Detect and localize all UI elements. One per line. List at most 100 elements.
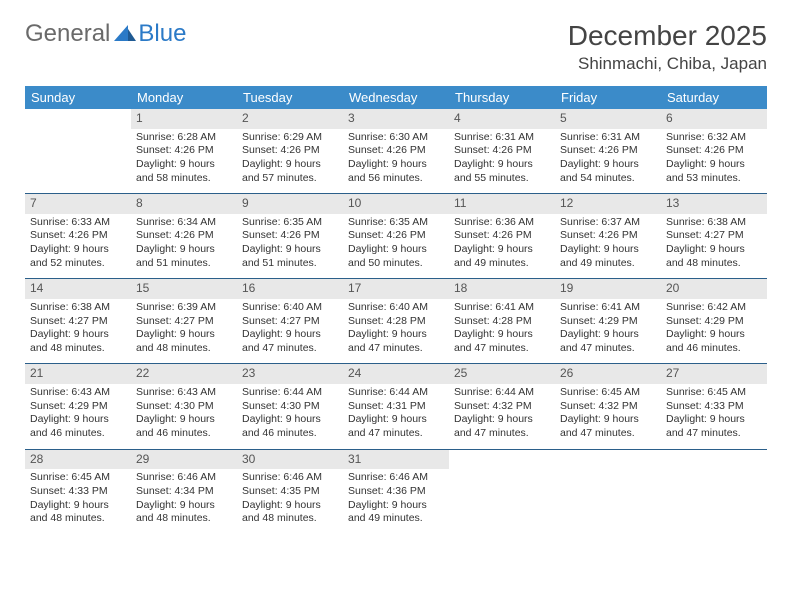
daylight-line: Daylight: 9 hours and 46 minutes.: [30, 413, 126, 440]
logo-text-blue: Blue: [138, 20, 186, 48]
logo: General Blue: [25, 20, 186, 48]
daylight-line: Daylight: 9 hours and 48 minutes.: [30, 328, 126, 355]
sunset-line: Sunset: 4:26 PM: [454, 144, 550, 158]
sunset-line: Sunset: 4:26 PM: [136, 144, 232, 158]
calendar-table: SundayMondayTuesdayWednesdayThursdayFrid…: [25, 86, 767, 534]
calendar-day-cell: [25, 109, 131, 194]
calendar-day-cell: 2Sunrise: 6:29 AMSunset: 4:26 PMDaylight…: [237, 109, 343, 194]
calendar-day-cell: 30Sunrise: 6:46 AMSunset: 4:35 PMDayligh…: [237, 449, 343, 534]
daylight-line: Daylight: 9 hours and 48 minutes.: [136, 328, 232, 355]
calendar-day-cell: 4Sunrise: 6:31 AMSunset: 4:26 PMDaylight…: [449, 109, 555, 194]
sunrise-line: Sunrise: 6:46 AM: [136, 471, 232, 485]
day-content: Sunrise: 6:29 AMSunset: 4:26 PMDaylight:…: [237, 129, 343, 194]
daylight-line: Daylight: 9 hours and 47 minutes.: [348, 413, 444, 440]
sunset-line: Sunset: 4:29 PM: [30, 400, 126, 414]
day-content: Sunrise: 6:36 AMSunset: 4:26 PMDaylight:…: [449, 214, 555, 279]
sunrise-line: Sunrise: 6:42 AM: [666, 301, 762, 315]
day-content: Sunrise: 6:44 AMSunset: 4:30 PMDaylight:…: [237, 384, 343, 449]
sunset-line: Sunset: 4:33 PM: [666, 400, 762, 414]
title-block: December 2025 Shinmachi, Chiba, Japan: [568, 20, 767, 74]
sunset-line: Sunset: 4:27 PM: [136, 315, 232, 329]
sunrise-line: Sunrise: 6:38 AM: [30, 301, 126, 315]
sunrise-line: Sunrise: 6:31 AM: [560, 131, 656, 145]
sunrise-line: Sunrise: 6:30 AM: [348, 131, 444, 145]
daylight-line: Daylight: 9 hours and 48 minutes.: [30, 499, 126, 526]
daylight-line: Daylight: 9 hours and 53 minutes.: [666, 158, 762, 185]
sunrise-line: Sunrise: 6:32 AM: [666, 131, 762, 145]
sunset-line: Sunset: 4:26 PM: [560, 229, 656, 243]
sunset-line: Sunset: 4:35 PM: [242, 485, 338, 499]
day-number: 26: [555, 364, 661, 384]
day-content: Sunrise: 6:33 AMSunset: 4:26 PMDaylight:…: [25, 214, 131, 279]
sunset-line: Sunset: 4:36 PM: [348, 485, 444, 499]
page-header: General Blue December 2025 Shinmachi, Ch…: [25, 20, 767, 74]
calendar-day-cell: [661, 449, 767, 534]
day-number: 28: [25, 450, 131, 470]
sunrise-line: Sunrise: 6:35 AM: [242, 216, 338, 230]
day-content: Sunrise: 6:38 AMSunset: 4:27 PMDaylight:…: [25, 299, 131, 364]
day-content: Sunrise: 6:46 AMSunset: 4:35 PMDaylight:…: [237, 469, 343, 534]
daylight-line: Daylight: 9 hours and 46 minutes.: [242, 413, 338, 440]
day-number: 2: [237, 109, 343, 129]
calendar-day-cell: 9Sunrise: 6:35 AMSunset: 4:26 PMDaylight…: [237, 194, 343, 279]
day-content: Sunrise: 6:38 AMSunset: 4:27 PMDaylight:…: [661, 214, 767, 279]
weekday-header: Tuesday: [237, 86, 343, 109]
calendar-day-cell: 1Sunrise: 6:28 AMSunset: 4:26 PMDaylight…: [131, 109, 237, 194]
sunrise-line: Sunrise: 6:35 AM: [348, 216, 444, 230]
daylight-line: Daylight: 9 hours and 47 minutes.: [242, 328, 338, 355]
day-number: 31: [343, 450, 449, 470]
sunrise-line: Sunrise: 6:43 AM: [30, 386, 126, 400]
day-content: Sunrise: 6:43 AMSunset: 4:30 PMDaylight:…: [131, 384, 237, 449]
daylight-line: Daylight: 9 hours and 47 minutes.: [454, 413, 550, 440]
calendar-day-cell: 3Sunrise: 6:30 AMSunset: 4:26 PMDaylight…: [343, 109, 449, 194]
logo-text-general: General: [25, 20, 110, 48]
weekday-header: Wednesday: [343, 86, 449, 109]
calendar-day-cell: 19Sunrise: 6:41 AMSunset: 4:29 PMDayligh…: [555, 279, 661, 364]
sunrise-line: Sunrise: 6:46 AM: [348, 471, 444, 485]
daylight-line: Daylight: 9 hours and 49 minutes.: [560, 243, 656, 270]
sunrise-line: Sunrise: 6:45 AM: [666, 386, 762, 400]
sunset-line: Sunset: 4:27 PM: [666, 229, 762, 243]
day-content: Sunrise: 6:41 AMSunset: 4:28 PMDaylight:…: [449, 299, 555, 364]
day-content: Sunrise: 6:43 AMSunset: 4:29 PMDaylight:…: [25, 384, 131, 449]
daylight-line: Daylight: 9 hours and 58 minutes.: [136, 158, 232, 185]
location-subtitle: Shinmachi, Chiba, Japan: [568, 54, 767, 74]
daylight-line: Daylight: 9 hours and 47 minutes.: [666, 413, 762, 440]
logo-triangle-icon: [114, 23, 136, 41]
calendar-day-cell: 6Sunrise: 6:32 AMSunset: 4:26 PMDaylight…: [661, 109, 767, 194]
calendar-day-cell: [555, 449, 661, 534]
day-number: 10: [343, 194, 449, 214]
sunset-line: Sunset: 4:34 PM: [136, 485, 232, 499]
calendar-day-cell: 18Sunrise: 6:41 AMSunset: 4:28 PMDayligh…: [449, 279, 555, 364]
day-number: 23: [237, 364, 343, 384]
day-content: Sunrise: 6:39 AMSunset: 4:27 PMDaylight:…: [131, 299, 237, 364]
calendar-day-cell: 21Sunrise: 6:43 AMSunset: 4:29 PMDayligh…: [25, 364, 131, 449]
sunset-line: Sunset: 4:27 PM: [242, 315, 338, 329]
day-number: 29: [131, 450, 237, 470]
day-number: 18: [449, 279, 555, 299]
sunset-line: Sunset: 4:26 PM: [560, 144, 656, 158]
day-number: 30: [237, 450, 343, 470]
daylight-line: Daylight: 9 hours and 47 minutes.: [560, 413, 656, 440]
day-number: 16: [237, 279, 343, 299]
daylight-line: Daylight: 9 hours and 52 minutes.: [30, 243, 126, 270]
daylight-line: Daylight: 9 hours and 54 minutes.: [560, 158, 656, 185]
sunset-line: Sunset: 4:26 PM: [242, 144, 338, 158]
weekday-header: Thursday: [449, 86, 555, 109]
day-content: Sunrise: 6:35 AMSunset: 4:26 PMDaylight:…: [343, 214, 449, 279]
sunset-line: Sunset: 4:28 PM: [454, 315, 550, 329]
day-number: 7: [25, 194, 131, 214]
calendar-week-row: 1Sunrise: 6:28 AMSunset: 4:26 PMDaylight…: [25, 109, 767, 194]
daylight-line: Daylight: 9 hours and 49 minutes.: [454, 243, 550, 270]
calendar-day-cell: 11Sunrise: 6:36 AMSunset: 4:26 PMDayligh…: [449, 194, 555, 279]
daylight-line: Daylight: 9 hours and 48 minutes.: [666, 243, 762, 270]
calendar-day-cell: 28Sunrise: 6:45 AMSunset: 4:33 PMDayligh…: [25, 449, 131, 534]
day-number: 6: [661, 109, 767, 129]
sunrise-line: Sunrise: 6:28 AM: [136, 131, 232, 145]
sunset-line: Sunset: 4:26 PM: [242, 229, 338, 243]
sunrise-line: Sunrise: 6:39 AM: [136, 301, 232, 315]
calendar-week-row: 28Sunrise: 6:45 AMSunset: 4:33 PMDayligh…: [25, 449, 767, 534]
calendar-day-cell: 16Sunrise: 6:40 AMSunset: 4:27 PMDayligh…: [237, 279, 343, 364]
sunrise-line: Sunrise: 6:43 AM: [136, 386, 232, 400]
day-content: Sunrise: 6:35 AMSunset: 4:26 PMDaylight:…: [237, 214, 343, 279]
